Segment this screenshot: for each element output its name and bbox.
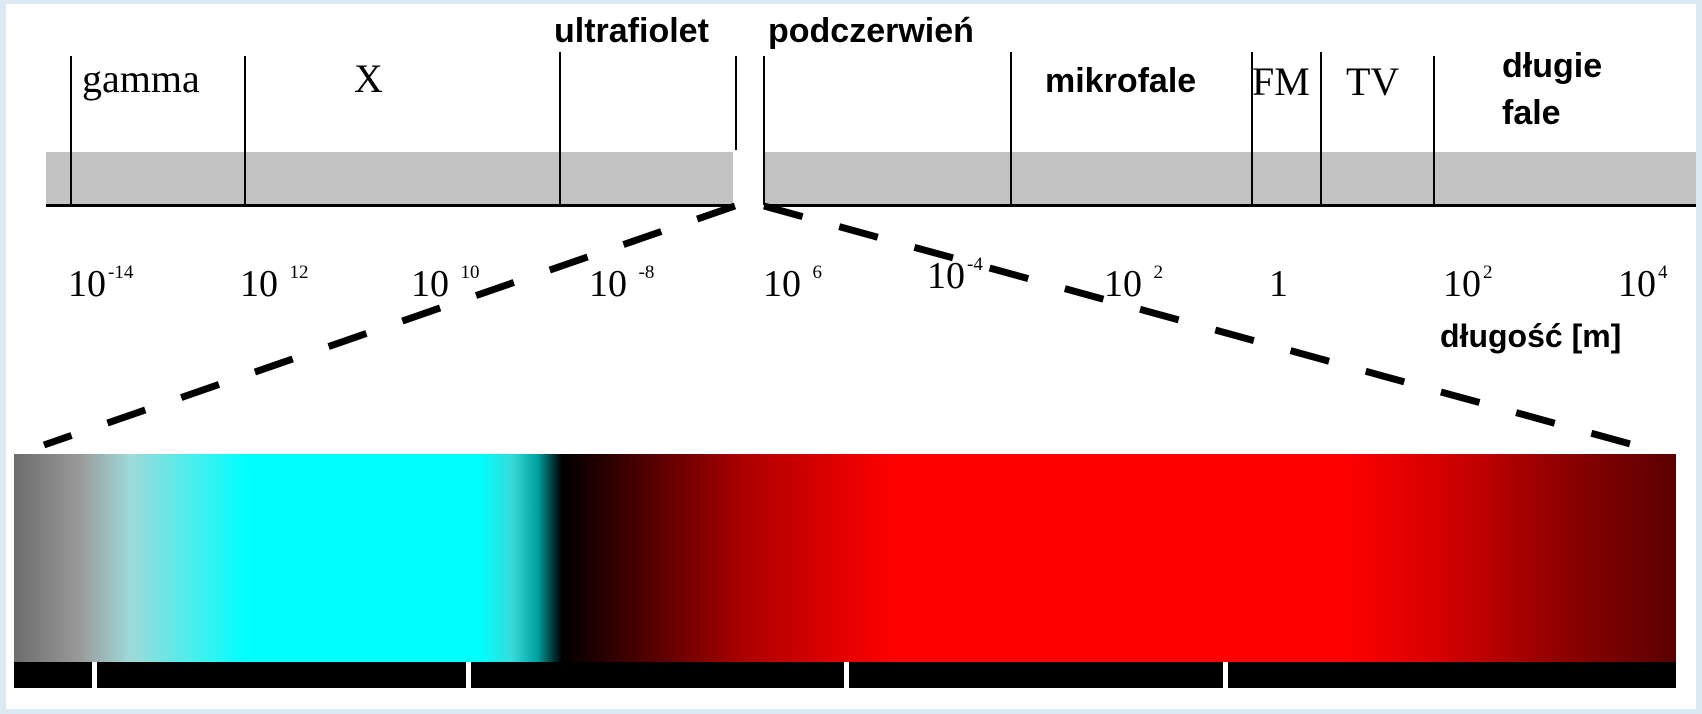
- divider-ir-microwave: [1010, 52, 1012, 205]
- scale-value: 10 -14: [68, 262, 134, 305]
- band-label-long-waves-line1: długie: [1502, 47, 1603, 85]
- scale-value: 10 12: [240, 262, 309, 305]
- band-label-fm: FM: [1252, 59, 1310, 104]
- divider-tv-long: [1433, 56, 1435, 205]
- scale-value: 10 -8: [589, 262, 655, 305]
- band-label-infrared: podczerwień: [768, 12, 974, 50]
- band-label-microwaves: mikrofale: [1045, 62, 1197, 100]
- visible-spectrum-gradient: [14, 454, 1676, 662]
- segment-gap: [92, 662, 97, 688]
- diagram-panel: gamma X ultrafiolet podczerwień mikrofal…: [6, 4, 1696, 709]
- segment-gap: [1223, 662, 1228, 688]
- scale-value: 10 2: [1443, 262, 1493, 305]
- divider-fm-tv: [1320, 52, 1322, 205]
- scale-value: 10 -4: [927, 254, 983, 297]
- band-label-tv: TV: [1346, 59, 1400, 104]
- band-label-ultraviolet: ultrafiolet: [554, 12, 709, 50]
- band-label-gamma: gamma: [82, 56, 200, 101]
- zoom-lines: [42, 202, 1635, 449]
- divider-visible-ir: [763, 56, 765, 205]
- divider-microwave-fm: [1251, 52, 1253, 205]
- scale-value: 10 10: [411, 262, 480, 305]
- band-label-x: X: [354, 56, 383, 101]
- divider-gamma-x: [244, 56, 246, 205]
- spectrum-bar-left: [46, 152, 733, 207]
- scale-value: 10 6: [763, 262, 822, 305]
- divider-gamma: [70, 56, 72, 205]
- wavelength-unit-label: długość [m]: [1440, 318, 1622, 354]
- zoom-line-right: [763, 202, 1635, 449]
- zoom-line-left: [42, 202, 737, 449]
- spectrum-bar-right: [764, 152, 1696, 207]
- segment-bar: [14, 662, 1676, 688]
- segment-gap: [844, 662, 849, 688]
- scale-value: 10 2: [1104, 262, 1163, 305]
- segment-gap: [466, 662, 471, 688]
- divider-uv-visible: [735, 56, 737, 150]
- scale-value: 10 4: [1618, 262, 1668, 305]
- band-label-long-waves-line2: fale: [1502, 94, 1561, 132]
- divider-x-uv: [559, 52, 561, 205]
- scale-value: 1: [1269, 263, 1288, 305]
